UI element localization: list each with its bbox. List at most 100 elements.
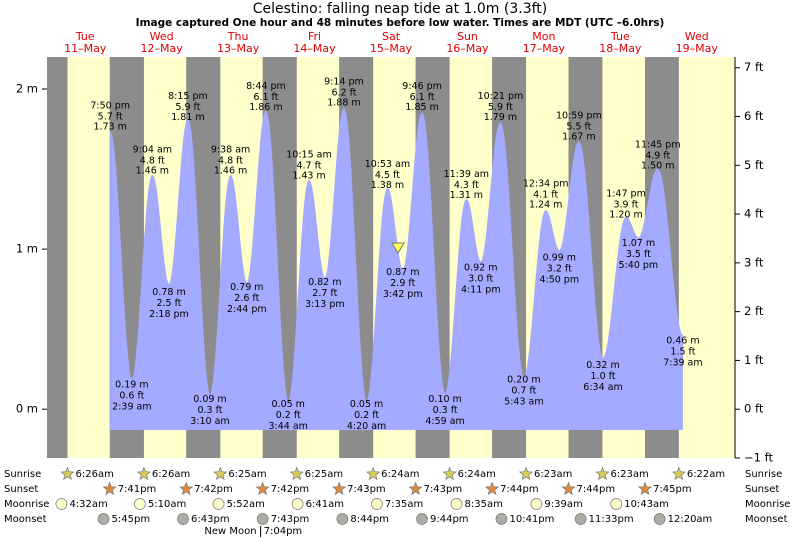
tide-time: 5:43 am (504, 397, 543, 408)
tide-time: 9:04 am (133, 145, 172, 156)
day-name: Wed (150, 30, 174, 43)
moonrise-icon (530, 498, 543, 510)
moonset-time: 11:33pm (589, 514, 634, 525)
sun-icon (442, 466, 457, 481)
sunset-time: 7:43pm (424, 484, 463, 495)
tide-height-m: 0.32 m (586, 360, 619, 371)
sun-icon (179, 481, 194, 496)
sunrise-time: 6:26am (75, 469, 113, 480)
tide-height-m: 1.07 m (622, 238, 655, 249)
sunrise-time: 6:25am (228, 469, 266, 480)
tide-height-ft: 5.7 ft (98, 112, 123, 123)
tide-time: 10:53 am (365, 159, 410, 170)
day-date: 16–May (446, 42, 489, 55)
day-date: 12–May (141, 42, 184, 55)
chart-subtitle: Image captured One hour and 48 minutes b… (136, 17, 665, 29)
tide-height-ft: 0.3 ft (197, 405, 222, 416)
moonset-icon (97, 513, 110, 525)
tide-time: 7:50 pm (90, 101, 130, 112)
row-label: Moonset (745, 514, 788, 525)
tide-height-m: 1.67 m (562, 131, 595, 142)
moonset-icon (416, 513, 428, 525)
row-label: Sunset (4, 484, 38, 495)
y2-tick-label: 6 ft (744, 109, 764, 123)
tide-height-ft: 6.1 ft (253, 92, 278, 103)
sun-icon (637, 481, 653, 496)
tide-height-ft: 0.7 ft (511, 386, 536, 397)
day-name: Wed (685, 30, 709, 43)
tide-curve (109, 107, 684, 402)
row-label: Sunrise (745, 469, 782, 480)
tide-time: 2:18 pm (149, 309, 189, 320)
tide-time: 4:50 pm (539, 275, 579, 286)
sunrise-time: 6:23am (534, 469, 572, 480)
tide-time: 9:14 pm (324, 76, 364, 87)
moonset-time: 8:44pm (350, 514, 389, 525)
tide-height-ft: 0.2 ft (276, 410, 301, 421)
moonrise-icon (610, 498, 623, 510)
day-name: Tue (610, 30, 630, 43)
tide-height-m: 1.24 m (529, 200, 562, 211)
tide-height-ft: 4.1 ft (533, 190, 558, 201)
sun-icon (366, 466, 381, 481)
sunrise-time: 6:24am (458, 469, 496, 480)
y2-tick-label: 2 ft (744, 304, 764, 318)
tide-height-m: 1.86 m (249, 102, 282, 113)
tide-height-ft: 6.2 ft (331, 87, 356, 98)
y-tick-label: 2 m (16, 82, 38, 96)
moonrise-icon (291, 498, 304, 510)
tide-height-ft: 0.2 ft (354, 410, 379, 421)
tide-height-ft: 2.6 ft (234, 293, 259, 304)
tide-time: 2:44 pm (227, 304, 267, 315)
tide-height-m: 0.19 m (115, 379, 148, 390)
y2-tick-label: 5 ft (744, 158, 764, 172)
moonset-icon (495, 513, 508, 525)
moon-phase-time: 7:04pm (264, 526, 303, 537)
tide-height-m: 1.73 m (93, 122, 126, 133)
sun-icon (408, 481, 423, 496)
moonrise-icon (450, 498, 463, 510)
tide-height-ft: 0.3 ft (433, 405, 458, 416)
tide-height-ft: 3.5 ft (626, 249, 651, 260)
tide-height-m: 1.81 m (171, 112, 204, 123)
moonrise-time: 8:35am (465, 499, 503, 510)
sunset-time: 7:44pm (577, 484, 616, 495)
moonset-icon (653, 513, 666, 525)
tide-time: 10:59 pm (556, 110, 602, 121)
moonrise-time: 7:35am (385, 499, 423, 510)
moonrise-icon (55, 498, 68, 510)
tide-height-m: 0.99 m (543, 253, 576, 264)
sunset-time: 7:42pm (194, 484, 233, 495)
tide-time: 9:46 pm (402, 81, 442, 92)
y-tick-label: 1 m (16, 242, 38, 256)
tide-height-ft: 4.3 ft (454, 180, 479, 191)
tide-height-m: 0.79 m (230, 282, 263, 293)
tide-time: 3:10 am (190, 416, 229, 427)
moonset-time: 9:44pm (430, 514, 469, 525)
sun-icon (289, 466, 304, 481)
moonrise-time: 4:32am (69, 499, 107, 510)
tide-height-ft: 5.9 ft (175, 102, 200, 113)
moonrise-time: 5:10am (148, 499, 186, 510)
tide-time: 2:39 am (112, 401, 151, 412)
tide-height-m: 0.20 m (507, 375, 540, 386)
tide-time: 12:34 pm (523, 179, 569, 190)
tide-height-m: 1.31 m (450, 190, 483, 201)
tide-height-ft: 4.5 ft (375, 170, 400, 181)
tide-height-ft: 3.0 ft (468, 273, 493, 284)
y2-tick-label: 1 ft (744, 353, 764, 367)
tide-height-ft: 2.5 ft (156, 298, 181, 309)
tide-time: 10:21 pm (478, 91, 524, 102)
y2-tick-label: 4 ft (744, 207, 764, 221)
sunset-time: 7:45pm (653, 484, 692, 495)
tide-height-m: 1.50 m (641, 161, 674, 172)
row-label: Moonrise (4, 499, 49, 510)
sun-icon (518, 466, 534, 481)
y-tick-label: 0 m (16, 402, 38, 416)
tide-time: 1:47 pm (606, 188, 646, 199)
sunset-time: 7:44pm (500, 484, 539, 495)
moonset-icon (177, 513, 189, 525)
tide-height-m: 1.38 m (371, 180, 404, 191)
moonset-time: 6:43pm (191, 514, 230, 525)
